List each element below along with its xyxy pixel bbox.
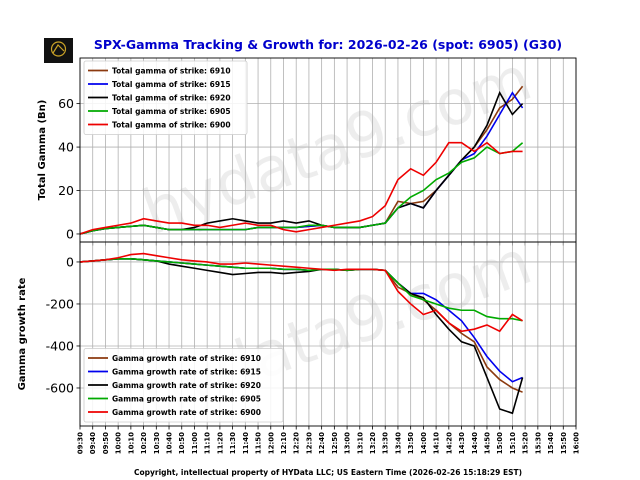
x-tick-label: 13:00 (344, 432, 352, 454)
x-tick-label: 14:10 (433, 432, 441, 454)
y-tick-label: 0 (66, 254, 74, 269)
x-tick-label: 15:10 (509, 432, 517, 454)
x-tick-label: 16:00 (573, 432, 581, 454)
data-line (80, 252, 524, 333)
data-line (80, 141, 523, 235)
legend-label: Gamma growth rate of strike: 6900 (112, 408, 261, 417)
x-tick-label: 12:40 (318, 432, 326, 454)
x-tick-label: 09:40 (89, 432, 97, 454)
x-tick-label: 13:20 (369, 432, 377, 454)
legend-label: Total gamma of strike: 6920 (112, 93, 231, 102)
axes-frame (79, 241, 577, 427)
x-tick-label: 14:30 (458, 432, 466, 454)
x-tick-label: 11:40 (242, 432, 250, 454)
chart-title: SPX-Gamma Tracking & Growth for: 2026-02… (94, 37, 562, 52)
x-tick-label: 14:40 (471, 432, 479, 454)
legend-label: Total gamma of strike: 6910 (112, 66, 231, 75)
y-tick-label: 20 (58, 183, 74, 198)
y-axis-label: Total Gamma (Bn) (37, 100, 48, 201)
x-tick-label: 15:50 (560, 432, 568, 454)
legend-box (83, 60, 248, 135)
x-tick-label: 11:00 (191, 432, 199, 454)
y-tick-label: -200 (46, 296, 74, 311)
x-tick-label: 13:10 (356, 432, 364, 454)
x-tick-label: 12:00 (267, 432, 275, 454)
legend-label: Total gamma of strike: 6915 (112, 80, 231, 89)
x-tick-label: 12:20 (293, 432, 301, 454)
y-axis-label: Gamma growth rate (17, 277, 28, 390)
x-tick-label: 15:30 (534, 432, 542, 454)
x-tick-label: 13:40 (394, 432, 402, 454)
x-tick-label: 12:10 (280, 432, 288, 454)
x-tick-label: 11:50 (255, 432, 263, 454)
y-tick-label: 0 (66, 226, 74, 241)
x-tick-label: 11:10 (204, 432, 212, 454)
y-tick-label: -600 (46, 380, 74, 395)
x-tick-label: 13:50 (407, 432, 415, 454)
y-tick-label: -400 (46, 338, 74, 353)
y-tick-label: 40 (58, 140, 74, 155)
x-tick-label: 09:50 (102, 432, 110, 454)
x-tick-label: 11:20 (216, 432, 224, 454)
legend-label: Gamma growth rate of strike: 6905 (112, 394, 261, 403)
legend-label: Gamma growth rate of strike: 6910 (112, 354, 261, 363)
data-line (80, 258, 523, 322)
x-tick-label: 14:50 (483, 432, 491, 454)
x-tick-label: 10:10 (127, 432, 135, 454)
x-tick-label: 14:00 (420, 432, 428, 454)
legend-label: Gamma growth rate of strike: 6920 (112, 381, 261, 390)
x-tick-label: 15:40 (547, 432, 555, 454)
x-tick-label: 12:50 (331, 432, 339, 454)
x-tick-label: 10:00 (115, 432, 123, 454)
legend-label: Total gamma of strike: 6900 (112, 120, 231, 129)
x-axis-label: Copyright, intellectual property of HYDa… (134, 468, 522, 477)
legend-box (83, 348, 284, 423)
logo (44, 38, 73, 63)
legend-label: Total gamma of strike: 6905 (112, 107, 231, 116)
x-tick-label: 15:00 (496, 432, 504, 454)
y-tick-label: 60 (58, 96, 74, 111)
x-tick-label: 14:20 (445, 432, 453, 454)
x-tick-label: 15:20 (522, 432, 530, 454)
legend-label: Gamma growth rate of strike: 6915 (112, 367, 261, 376)
x-tick-label: 10:30 (153, 432, 161, 454)
x-tick-label: 13:30 (382, 432, 390, 454)
x-tick-label: 11:30 (229, 432, 237, 454)
x-tick-label: 09:30 (77, 432, 85, 454)
x-tick-label: 10:50 (178, 432, 186, 454)
x-tick-label: 10:20 (140, 432, 148, 454)
data-line (80, 142, 524, 235)
x-tick-label: 12:30 (305, 432, 313, 454)
x-tick-label: 10:40 (166, 432, 174, 454)
